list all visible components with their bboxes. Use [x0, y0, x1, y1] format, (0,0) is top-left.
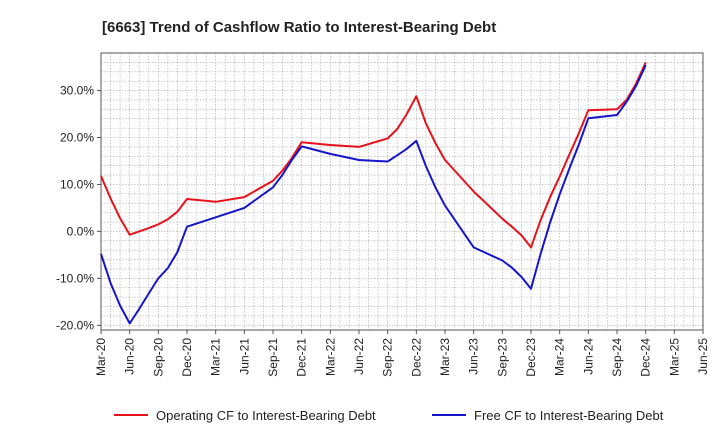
series-line-1	[100, 61, 647, 249]
x-tick-label: Sep-23	[495, 338, 509, 377]
x-tick-label: Jun-24	[581, 338, 595, 375]
x-tick-label: Jun-21	[237, 338, 251, 375]
x-tick-label: Jun-25	[696, 338, 710, 375]
grid	[101, 53, 703, 330]
x-tick-label: Mar-20	[94, 338, 108, 376]
series-line-2	[100, 64, 647, 325]
x-tick-label: Dec-24	[639, 338, 653, 377]
x-axis: Mar-20 Jun-20 Sep-20 Dec-20 Mar-21 Jun-21 Sep-…	[94, 330, 710, 377]
x-tick-label: Mar-24	[553, 338, 567, 376]
y-tick-label: 20.0%	[60, 131, 94, 145]
x-tick-label: Dec-22	[409, 338, 423, 377]
y-tick-label: 0.0%	[67, 224, 95, 238]
x-tick-label: Jun-22	[352, 338, 366, 375]
x-tick-label: Dec-21	[295, 338, 309, 377]
plot-area	[100, 52, 704, 331]
x-tick-label: Sep-20	[151, 338, 165, 377]
x-tick-label: Mar-23	[438, 338, 452, 376]
x-tick-label: Jun-23	[467, 338, 481, 375]
legend-label-1: Operating CF to Interest-Bearing Debt	[156, 408, 376, 423]
y-tick-label: -10.0%	[56, 271, 94, 285]
x-tick-label: Mar-21	[209, 338, 223, 376]
y-tick-label: 30.0%	[60, 84, 94, 98]
x-tick-label: Dec-23	[524, 338, 538, 377]
x-tick-label: Sep-22	[381, 338, 395, 377]
x-tick-label: Mar-22	[323, 338, 337, 376]
y-tick-label: 10.0%	[60, 177, 94, 191]
y-axis: 30.0% 20.0% 10.0% 0.0% -10.0% -20.0%	[56, 84, 101, 332]
legend-label-2: Free CF to Interest-Bearing Debt	[474, 408, 664, 423]
x-tick-label: Jun-20	[123, 338, 137, 375]
x-tick-label: Sep-21	[266, 338, 280, 377]
x-tick-label: Mar-25	[667, 338, 681, 376]
y-tick-label: -20.0%	[56, 318, 94, 332]
legend: Operating CF to Interest-Bearing Debt Fre…	[114, 408, 664, 423]
chart-title: [6663] Trend of Cashflow Ratio to Intere…	[102, 19, 496, 36]
x-tick-label: Dec-20	[180, 338, 194, 377]
x-tick-label: Sep-24	[610, 338, 624, 377]
series-lines	[100, 61, 647, 325]
